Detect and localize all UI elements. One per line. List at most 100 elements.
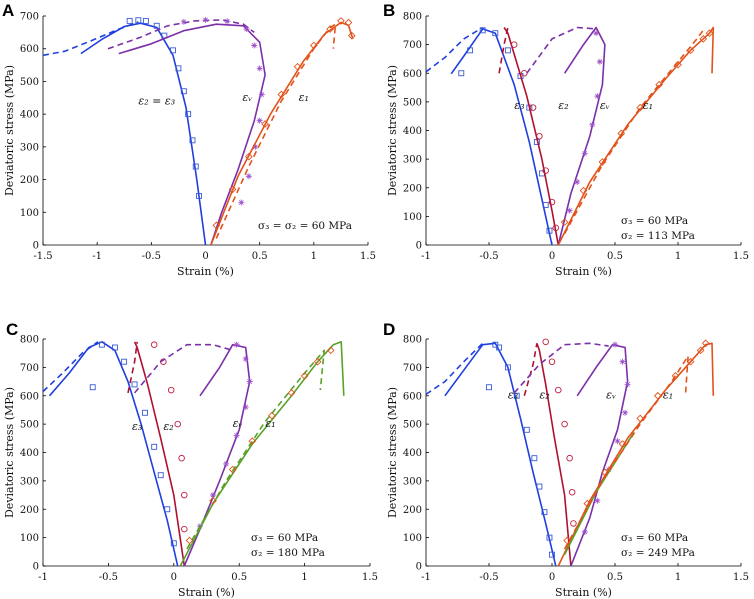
eps2-test-markers-point [548,358,556,365]
y-axis-title: Deviatoric stress (MPa) [3,387,16,518]
eps2-test-markers-point [542,167,549,174]
panel-letter: B [383,1,395,20]
curve-label: ε₁ [299,91,309,104]
curve-label: εᵥ [233,417,243,430]
eps3-test-markers-point [458,70,465,77]
curve-label: ε₃ [508,389,518,402]
eps3-test-markers-point [504,47,511,54]
epsv-test-markers-point [256,65,263,72]
eps2-eps3-test-markers-point [189,137,196,144]
x-tick-label: -0.5 [142,251,161,262]
epsv-test-markers-point [202,16,209,23]
eps1-test-markers-point [228,185,237,194]
eps2-eps3-test-markers-point [126,17,133,24]
y-tick-label: 100 [20,208,39,219]
curve-label: εᵥ [606,389,616,402]
eps1-test-markers-point [696,346,705,355]
y-tick-label: 200 [20,175,39,186]
eps1-test-markers-point [287,389,296,397]
y-tick-label: 500 [403,420,422,431]
eps2-test-markers-point [181,491,188,499]
eps2-eps3-test-markers-point [153,22,160,29]
curve-label: ε₂ = ε₃ [138,94,175,107]
eps1-test-markers-point [293,62,302,71]
eps1-test-markers-point [326,346,335,355]
y-tick-label: 400 [403,126,422,137]
curve-label: ε₂ [558,99,568,112]
eps1-test-markers-point [212,221,221,230]
y-tick-label: 600 [20,44,39,55]
x-tick-label: 0.5 [607,572,623,583]
curve-label: εᵥ [242,91,252,104]
eps1-test-markers-point [686,46,695,55]
y-tick-label: 500 [20,77,39,88]
y-tick-label: 200 [403,183,422,194]
x-tick-label: 0 [549,251,555,262]
x-tick-label: -0.5 [99,572,118,583]
eps3-test-markers-point [486,384,492,391]
epsv-test-markers-point [624,381,631,388]
y-tick-label: 600 [403,69,422,80]
eps3-model-line [444,342,557,566]
epsv-test-markers-point [619,358,626,365]
epsv-test-markers-point [256,117,263,124]
stress-condition-annotation: σ₃ = 60 MPa [621,215,688,227]
epsv-test-markers-point [223,460,230,467]
eps3-test-markers-point [479,27,486,34]
epsv-test-markers-point [238,199,245,206]
epsv-test-line [107,19,255,50]
eps1-test-markers-point [244,152,253,161]
y-tick-label: 300 [20,142,39,153]
eps3-test-markers-point [549,551,555,558]
plot-area [43,340,345,566]
epsv-test-markers-point [566,207,573,214]
eps3-test-line [426,342,484,395]
eps2-eps3-test-markers-point [185,111,192,118]
eps1-test-markers-point [617,129,626,138]
y-axis-title: Deviatoric stress (MPa) [3,65,16,196]
eps1-test-markers-point [560,218,569,226]
y-tick-label: 100 [403,533,422,544]
eps1-test-markers-point [309,41,318,50]
epsv-test-markers-point [589,121,596,128]
eps3-test-line [43,341,99,393]
x-tick-label: 1.5 [362,572,378,583]
eps1-model-line [210,21,354,245]
eps3-test-markers-point [121,358,128,365]
eps2-test-markers-point [510,41,518,48]
y-tick-label: 500 [20,420,39,431]
y-tick-label: 0 [33,562,39,573]
eps1-test-markers-point [701,339,710,348]
x-tick-label: 0 [549,572,555,583]
eps1-test-markers-point [248,437,257,445]
eps3-test-markers-point [546,227,553,234]
x-axis-title: Strain (%) [177,265,234,278]
panel-d: D -1 -0.5 0 0.5 1 1.5 0 100 200 300 400 500 600 700 800… [383,320,749,599]
eps2-test-line [523,343,538,397]
plot-area [426,26,715,245]
panel-letter: D [383,320,395,339]
panel-a: A -1.5 -1 -0.5 0 0.5 1 1.5 0 100 200 300 400 500 600 70… [2,1,376,278]
eps1-test-markers-point [583,499,592,508]
y-tick-label: 600 [20,391,39,402]
stress-condition-annotation: σ₂ = 180 MPa [251,547,325,559]
eps2-test-markers-point [566,454,573,462]
eps3-test-markers-point [546,534,553,541]
eps1-test-markers-point [185,536,194,545]
eps1-model-line [557,342,715,566]
eps1-test-markers-point [654,391,662,400]
x-tick-label: -0.5 [479,572,498,583]
eps3-model-line [450,28,553,245]
x-tick-label: 1 [675,251,681,262]
x-tick-label: -1 [92,251,102,262]
epsv-model-line [118,23,266,245]
epsv-test-markers-point [233,432,240,439]
curve-label: ε₃ [132,420,142,433]
eps2-eps3-test-markers-point [142,17,149,24]
eps3-test-markers-point [98,341,105,348]
y-tick-label: 400 [20,448,39,459]
x-tick-label: 0.5 [607,251,623,262]
x-tick-label: -1 [421,251,431,262]
y-tick-label: 0 [416,241,422,252]
epsv-test-line [133,343,233,394]
